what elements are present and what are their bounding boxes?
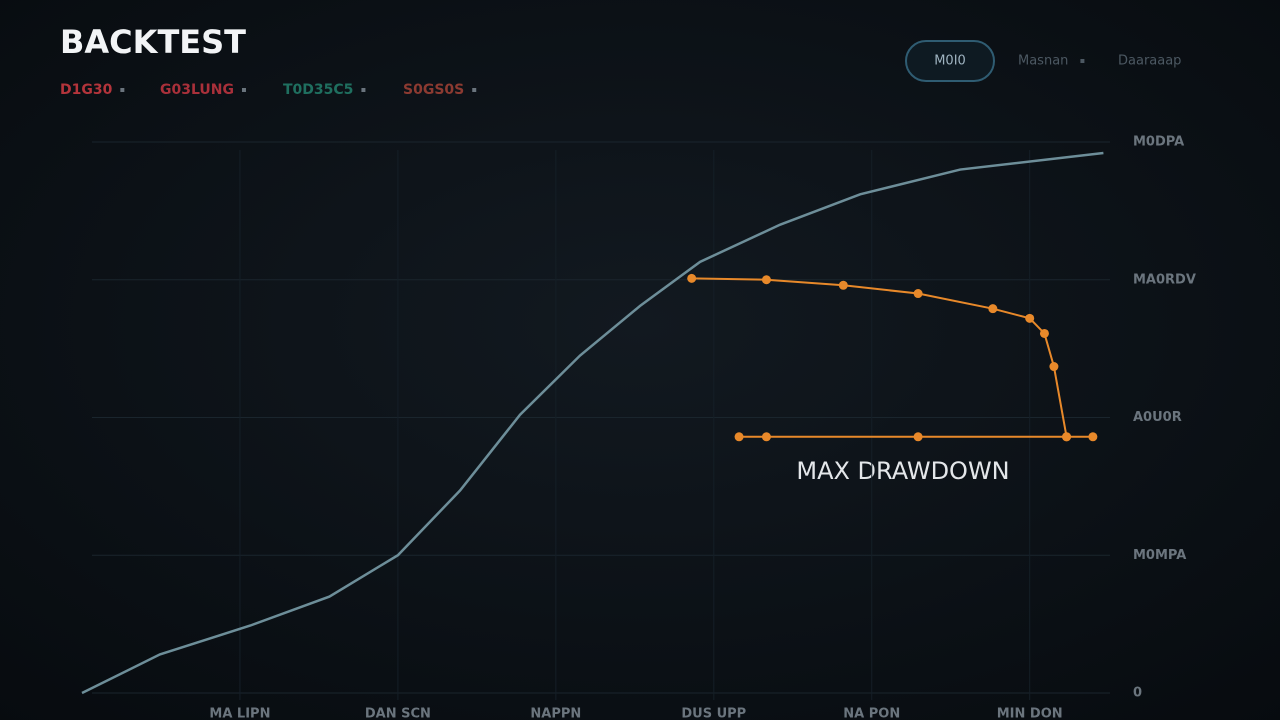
annotation: MAX DRAWDOWN (796, 457, 1009, 485)
button-label[interactable]: M0I0 (934, 54, 966, 69)
x-tick-label: NA PON (843, 707, 900, 720)
x-tick-label: MIN DON (997, 707, 1063, 720)
y-tick-label: M0MPA (1133, 548, 1186, 563)
data-point (913, 432, 923, 442)
x-tick-label: DAN SCN (365, 707, 431, 720)
data-point (838, 280, 848, 290)
filter-tag[interactable]: G03LUNG (160, 82, 234, 98)
menu-dot (1080, 59, 1085, 63)
data-point (988, 304, 998, 314)
menu[interactable]: Masnan (1018, 54, 1068, 69)
filter-tag[interactable]: D1G30 (60, 82, 113, 98)
data-point (913, 289, 923, 299)
x-tick-label: NAPPN (530, 707, 581, 720)
data-point (1049, 362, 1059, 372)
data-point (761, 275, 771, 285)
tag-dot (361, 88, 366, 92)
data-point (1025, 313, 1035, 323)
filter-tag[interactable]: T0D35C5 (283, 82, 353, 98)
data-point (734, 432, 744, 442)
y-tick-label: M0DPA (1133, 135, 1184, 150)
button[interactable] (905, 40, 995, 82)
menu[interactable]: Daaraaap (1118, 54, 1181, 69)
page-title: BACKTEST (60, 23, 246, 61)
data-point (1039, 328, 1049, 338)
data-point (1062, 432, 1072, 442)
y-tick-label: A0U0R (1133, 410, 1182, 425)
y-tick-label: MA0RDV (1133, 272, 1196, 287)
data-point (687, 273, 697, 283)
x-tick-label: MA LIPN (209, 707, 270, 720)
x-tick-label: DUS UPP (681, 707, 746, 720)
series-line (81, 151, 1104, 695)
tag-dot (241, 88, 246, 92)
filter-tag[interactable]: S0GS0S (403, 82, 464, 98)
data-point (761, 432, 771, 442)
tag-dot (472, 88, 477, 92)
data-point (1088, 432, 1098, 442)
y-tick-label: 0 (1133, 686, 1142, 701)
tag-dot (120, 88, 125, 92)
